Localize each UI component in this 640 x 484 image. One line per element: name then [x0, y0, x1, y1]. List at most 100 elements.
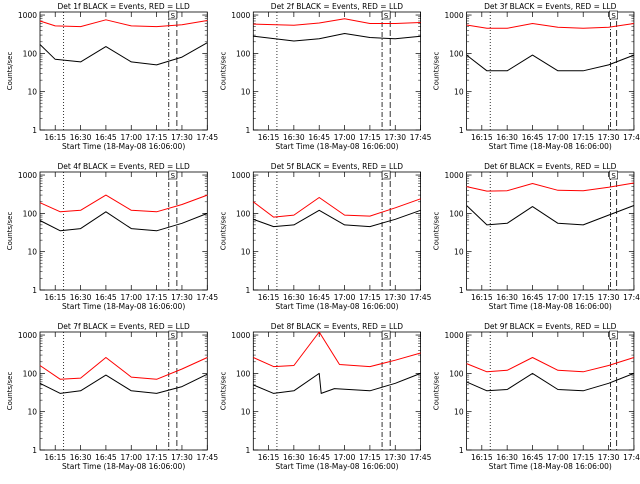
- plot-frame: [39, 331, 208, 451]
- saa-marker-label: S: [384, 332, 389, 340]
- x-tick-label: 16:30: [496, 133, 518, 142]
- series-line-lld: [466, 23, 634, 29]
- x-tick-label: 16:30: [70, 133, 92, 142]
- y-tick-label: 10: [27, 248, 37, 257]
- y-tick-label: 10: [27, 88, 37, 97]
- series-line-events: [466, 54, 635, 72]
- y-tick-label: 100: [23, 209, 38, 218]
- y-axis-label: Counts/sec: [219, 52, 227, 91]
- x-tick-label: 16:45: [522, 453, 544, 462]
- y-axis-label: Counts/sec: [6, 212, 14, 251]
- series-line-events: [39, 42, 208, 66]
- saa-marker-label: S: [171, 12, 176, 20]
- y-tick-label: 100: [23, 49, 38, 58]
- saa-marker-label: S: [171, 172, 176, 180]
- series-line-lld: [39, 194, 208, 213]
- y-tick-label: 1000: [445, 331, 464, 340]
- detector-panel-2: Det 2f BLACK = Events, RED = LLD 1 10 100 10…: [219, 2, 431, 151]
- saa-marker-label: S: [384, 12, 389, 20]
- x-tick-label: 16:15: [44, 293, 66, 302]
- panel-title: Det 9f BLACK = Events, RED = LLD: [484, 322, 617, 331]
- x-tick-label: 16:15: [258, 133, 280, 142]
- x-tick-label: 17:15: [359, 133, 381, 142]
- x-tick-label: 17:30: [171, 293, 193, 302]
- x-tick-label: 16:15: [471, 133, 493, 142]
- y-axis-label: Counts/sec: [6, 372, 14, 411]
- panel-title: Det 3f BLACK = Events, RED = LLD: [484, 2, 617, 11]
- x-tick-label: 17:15: [359, 453, 381, 462]
- x-tick-label: 17:30: [384, 293, 406, 302]
- y-tick-label: 1: [246, 286, 251, 295]
- detector-panel-1: Det 1f BLACK = Events, RED = LLD 1 10 100 10…: [6, 2, 218, 151]
- x-tick-label: 17:15: [572, 453, 594, 462]
- y-tick-label: 100: [449, 369, 464, 378]
- y-tick-label: 100: [236, 209, 251, 218]
- saa-marker-box: [381, 330, 391, 340]
- x-axis-label: Start Time (18-May-08 16:06:00): [62, 142, 185, 151]
- series-line-lld: [466, 182, 634, 192]
- saa-marker-box: [381, 170, 391, 180]
- y-axis-label: Counts/sec: [6, 52, 14, 91]
- y-tick-label: 1000: [231, 331, 250, 340]
- x-axis-label: Start Time (18-May-08 16:06:00): [489, 462, 612, 471]
- y-tick-label: 10: [241, 248, 251, 257]
- saa-marker-label: S: [611, 332, 616, 340]
- x-tick-label: 17:45: [623, 293, 640, 302]
- x-tick-label: 17:30: [171, 133, 193, 142]
- x-tick-label: 17:45: [623, 453, 640, 462]
- saa-marker-box: [609, 170, 618, 180]
- y-tick-label: 1: [246, 126, 251, 135]
- detector-panel-9: Det 9f BLACK = Events, RED = LLD 1 10 100 10…: [433, 322, 640, 471]
- y-tick-label: 1: [459, 286, 464, 295]
- x-tick-label: 17:15: [146, 293, 168, 302]
- detector-panel-6: Det 6f BLACK = Events, RED = LLD 1 10 100 10…: [433, 162, 640, 311]
- y-axis-label: Counts/sec: [219, 212, 227, 251]
- saa-marker-box: [609, 10, 618, 20]
- x-axis-label: Start Time (18-May-08 16:06:00): [275, 302, 398, 311]
- plot-frame: [466, 331, 635, 451]
- x-tick-label: 17:30: [598, 133, 620, 142]
- y-tick-label: 10: [454, 408, 464, 417]
- detector-panel-5: Det 5f BLACK = Events, RED = LLD 1 10 100 10…: [219, 162, 431, 311]
- y-tick-label: 100: [236, 369, 251, 378]
- saa-marker-box: [168, 170, 178, 180]
- x-tick-label: 16:45: [308, 453, 330, 462]
- y-tick-label: 1000: [445, 11, 464, 20]
- y-tick-label: 1000: [231, 11, 250, 20]
- y-axis-label: Counts/sec: [219, 372, 227, 411]
- series-line-events: [253, 33, 421, 42]
- x-tick-label: 17:45: [410, 453, 432, 462]
- x-tick-label: 17:00: [547, 133, 569, 142]
- x-tick-label: 16:30: [496, 293, 518, 302]
- x-tick-label: 16:15: [471, 293, 493, 302]
- panel-title: Det 2f BLACK = Events, RED = LLD: [271, 2, 404, 11]
- x-tick-label: 16:45: [522, 293, 544, 302]
- x-tick-label: 16:15: [258, 293, 280, 302]
- x-tick-label: 16:15: [44, 453, 66, 462]
- x-tick-label: 16:15: [44, 133, 66, 142]
- x-tick-label: 16:30: [283, 453, 305, 462]
- x-tick-label: 16:45: [308, 133, 330, 142]
- x-axis-label: Start Time (18-May-08 16:06:00): [489, 302, 612, 311]
- series-line-lld: [253, 331, 421, 368]
- y-tick-label: 10: [27, 408, 37, 417]
- saa-marker-label: S: [171, 332, 176, 340]
- saa-marker-box: [381, 10, 391, 20]
- panel-title: Det 4f BLACK = Events, RED = LLD: [58, 162, 191, 171]
- saa-marker-box: [168, 10, 178, 20]
- x-tick-label: 17:45: [196, 453, 218, 462]
- y-axis-label: Counts/sec: [433, 52, 441, 91]
- y-tick-label: 10: [241, 88, 251, 97]
- x-tick-label: 17:45: [410, 293, 432, 302]
- y-tick-label: 1: [32, 126, 37, 135]
- y-tick-label: 1: [32, 286, 37, 295]
- y-tick-label: 1: [32, 446, 37, 455]
- x-tick-label: 17:30: [598, 293, 620, 302]
- y-tick-label: 1000: [231, 171, 250, 180]
- plot-frame: [466, 11, 635, 131]
- series-line-lld: [39, 19, 208, 28]
- x-tick-label: 16:45: [95, 133, 117, 142]
- y-tick-label: 1000: [18, 331, 37, 340]
- x-tick-label: 17:30: [384, 133, 406, 142]
